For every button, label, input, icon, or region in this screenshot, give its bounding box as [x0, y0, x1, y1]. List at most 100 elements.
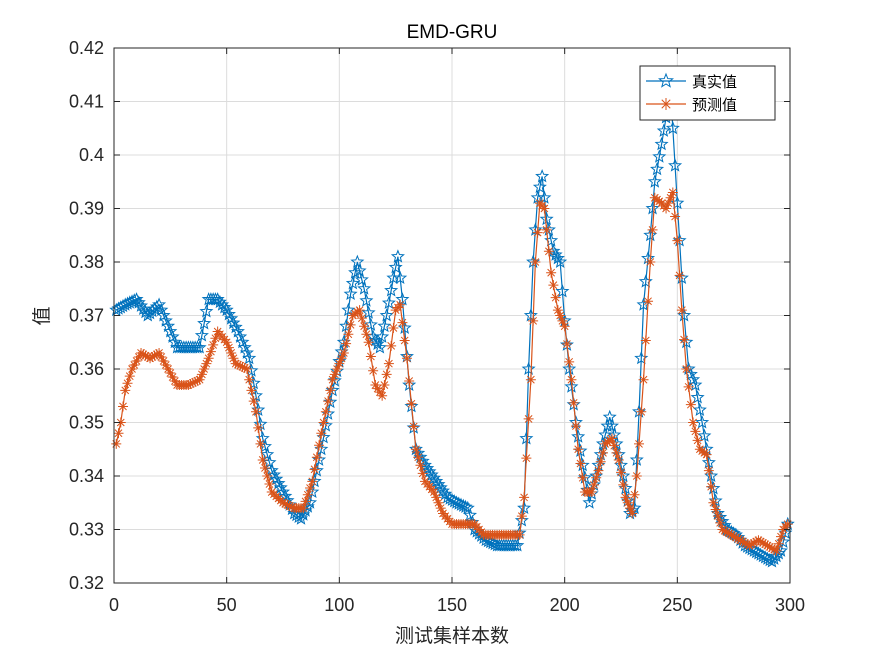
- data-point: [248, 396, 259, 407]
- data-point: [721, 527, 732, 538]
- data-point: [201, 358, 212, 369]
- data-point: [568, 397, 579, 408]
- data-point: [618, 479, 629, 490]
- data-point: [638, 374, 649, 385]
- x-tick-label: 0: [109, 595, 119, 615]
- data-point: [555, 310, 566, 321]
- y-tick-label: 0.33: [69, 520, 104, 540]
- data-point: [613, 454, 624, 465]
- data-point: [262, 455, 277, 469]
- data-point: [197, 316, 212, 330]
- data-point: [726, 529, 737, 540]
- data-point: [138, 304, 153, 319]
- data-point: [519, 492, 530, 503]
- data-point: [410, 444, 421, 455]
- data-point: [764, 541, 775, 552]
- data-point: [311, 452, 322, 463]
- data-point: [169, 376, 180, 387]
- data-point: [674, 270, 689, 285]
- data-point: [386, 340, 397, 351]
- data-point: [341, 302, 356, 317]
- data-point: [656, 123, 671, 137]
- data-point: [510, 538, 525, 552]
- data-point: [638, 274, 653, 288]
- data-point: [782, 519, 793, 530]
- data-point: [133, 351, 144, 362]
- data-point: [748, 537, 759, 548]
- data-point: [685, 399, 696, 410]
- data-point: [350, 254, 365, 268]
- data-point: [205, 346, 216, 357]
- data-point: [237, 361, 248, 372]
- data-point: [566, 374, 577, 385]
- data-point: [708, 493, 723, 507]
- data-point: [575, 458, 586, 469]
- data-point: [625, 503, 636, 514]
- data-point: [194, 374, 205, 385]
- data-point: [343, 286, 358, 301]
- y-tick-label: 0.39: [69, 199, 104, 219]
- data-point: [154, 347, 165, 358]
- data-point: [715, 517, 726, 528]
- data-point: [363, 337, 374, 348]
- y-tick-label: 0.37: [69, 306, 104, 326]
- series-layer: [109, 83, 795, 568]
- data-point: [111, 438, 122, 449]
- data-point: [514, 529, 525, 540]
- data-point: [523, 413, 534, 424]
- data-point: [609, 440, 620, 451]
- data-point: [667, 187, 678, 198]
- data-point: [381, 295, 396, 309]
- data-point: [607, 427, 622, 441]
- data-point: [363, 317, 378, 331]
- data-point: [539, 211, 554, 226]
- data-point: [215, 297, 230, 311]
- data-point: [643, 227, 658, 242]
- data-point: [368, 365, 379, 376]
- data-point: [118, 401, 129, 412]
- data-point: [773, 538, 784, 549]
- data-point: [552, 305, 563, 316]
- data-point: [336, 353, 347, 364]
- data-point: [377, 390, 388, 401]
- x-tick-label: 50: [217, 595, 237, 615]
- data-point: [548, 247, 563, 261]
- data-point: [129, 359, 140, 370]
- data-point: [433, 480, 448, 494]
- data-point: [309, 464, 320, 475]
- data-point: [259, 462, 270, 473]
- data-point: [690, 390, 705, 404]
- data-point: [383, 358, 394, 369]
- data-point: [532, 227, 543, 238]
- data-point: [190, 376, 201, 387]
- data-point: [553, 254, 568, 268]
- data-point: [115, 417, 126, 428]
- data-point: [647, 174, 662, 188]
- data-point: [323, 396, 334, 407]
- data-point: [212, 294, 227, 309]
- data-point: [397, 317, 408, 328]
- data-point: [562, 361, 577, 375]
- data-point: [530, 257, 541, 267]
- y-tick-label: 0.41: [69, 92, 104, 112]
- data-point: [647, 224, 658, 235]
- data-point: [645, 201, 660, 215]
- data-point: [435, 503, 446, 514]
- data-point: [239, 345, 254, 359]
- data-point: [129, 292, 144, 306]
- data-point: [226, 347, 237, 358]
- data-point: [697, 428, 712, 442]
- data-point: [192, 340, 207, 354]
- data-point: [683, 381, 694, 392]
- data-point: [160, 359, 171, 370]
- data-point: [307, 476, 318, 487]
- data-point: [570, 421, 581, 432]
- data-point: [278, 497, 288, 508]
- x-tick-label: 200: [550, 595, 580, 615]
- data-point: [606, 433, 617, 444]
- data-point: [359, 321, 370, 332]
- data-point: [223, 342, 234, 353]
- data-point: [365, 351, 376, 362]
- data-point: [544, 233, 559, 247]
